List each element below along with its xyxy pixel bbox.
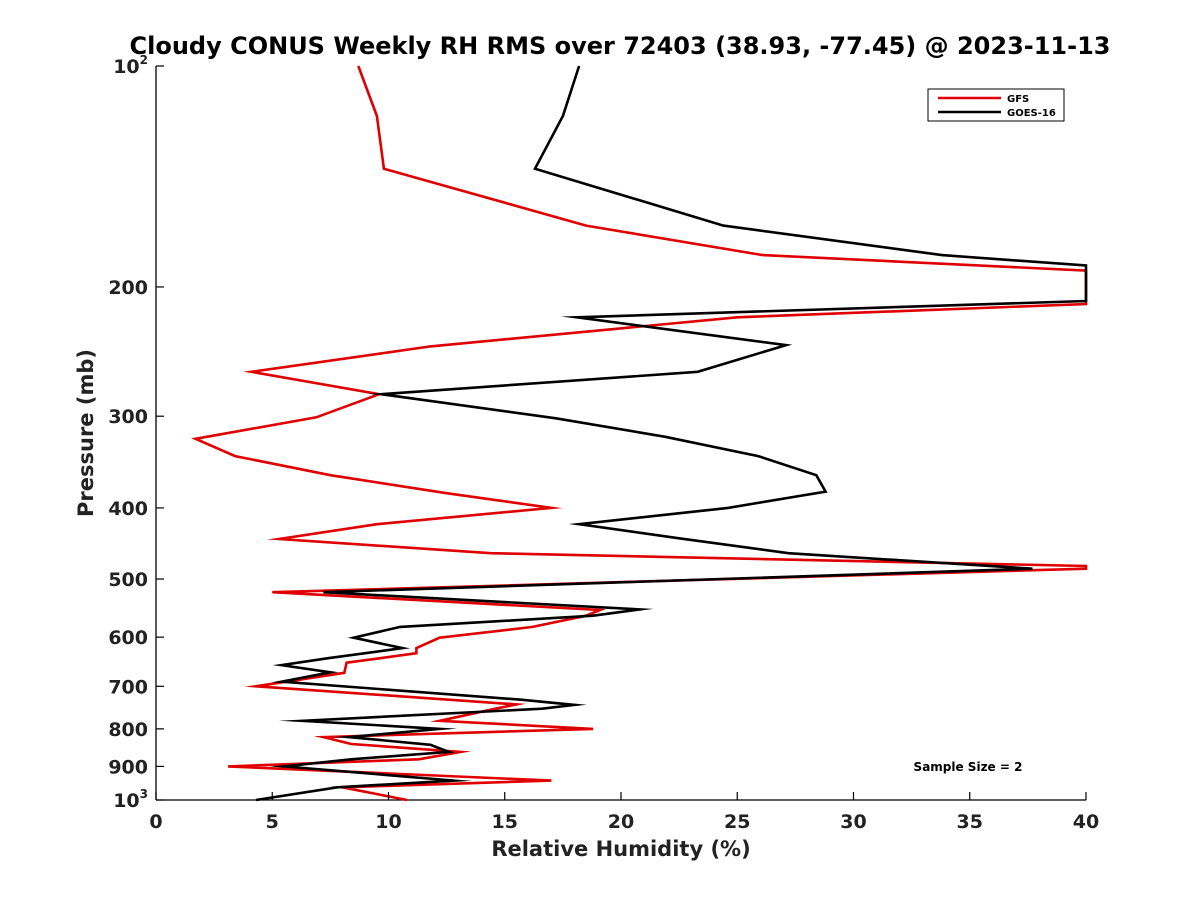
y-tick-label: 900 — [108, 756, 148, 778]
legend-entry-label: GFS — [1007, 94, 1029, 105]
y-tick-label: 300 — [108, 406, 148, 428]
legend-items: GFS GOES-16 — [938, 94, 1056, 119]
y-tick-label: 600 — [108, 627, 148, 649]
legend-entry-label: GOES-16 — [1007, 108, 1056, 119]
x-tick-label: 25 — [724, 811, 750, 833]
x-tick-label: 40 — [1073, 811, 1099, 833]
x-tick-label: 35 — [957, 811, 983, 833]
y-tick-label: 700 — [108, 676, 148, 698]
series-line-goes-16 — [255, 65, 1088, 802]
y-tick-label: 400 — [108, 498, 148, 520]
x-tick-label: 0 — [149, 811, 162, 833]
y-ticks: 102 200 300 400 500 600 700 800 900 103 — [108, 53, 164, 812]
sample-size-annotation: Sample Size = 2 — [914, 760, 1023, 774]
series-layer — [191, 65, 1088, 802]
plot-area: 0 5 10 15 20 25 30 35 40 102 200 300 400 500 600 700 80… — [108, 53, 1099, 833]
x-tick-label: 30 — [840, 811, 866, 833]
y-tick-label: 800 — [108, 719, 148, 741]
y-tick-label: 500 — [108, 569, 148, 591]
y-tick-label: 102 — [113, 53, 148, 78]
x-tick-label: 10 — [375, 811, 401, 833]
legend-box — [927, 88, 1065, 122]
x-ticks: 0 5 10 15 20 25 30 35 40 — [149, 792, 1099, 833]
chart-title: Cloudy CONUS Weekly RH RMS over 72403 (3… — [130, 32, 1111, 60]
x-tick-label: 15 — [492, 811, 518, 833]
y-axis-label: Pressure (mb) — [74, 349, 98, 517]
x-tick-label: 5 — [266, 811, 279, 833]
y-tick-label: 200 — [108, 277, 148, 299]
x-axis-label: Relative Humidity (%) — [491, 837, 750, 861]
x-tick-label: 20 — [608, 811, 634, 833]
y-tick-label: 103 — [113, 787, 148, 812]
legend: GFS GOES-16 — [927, 88, 1065, 122]
